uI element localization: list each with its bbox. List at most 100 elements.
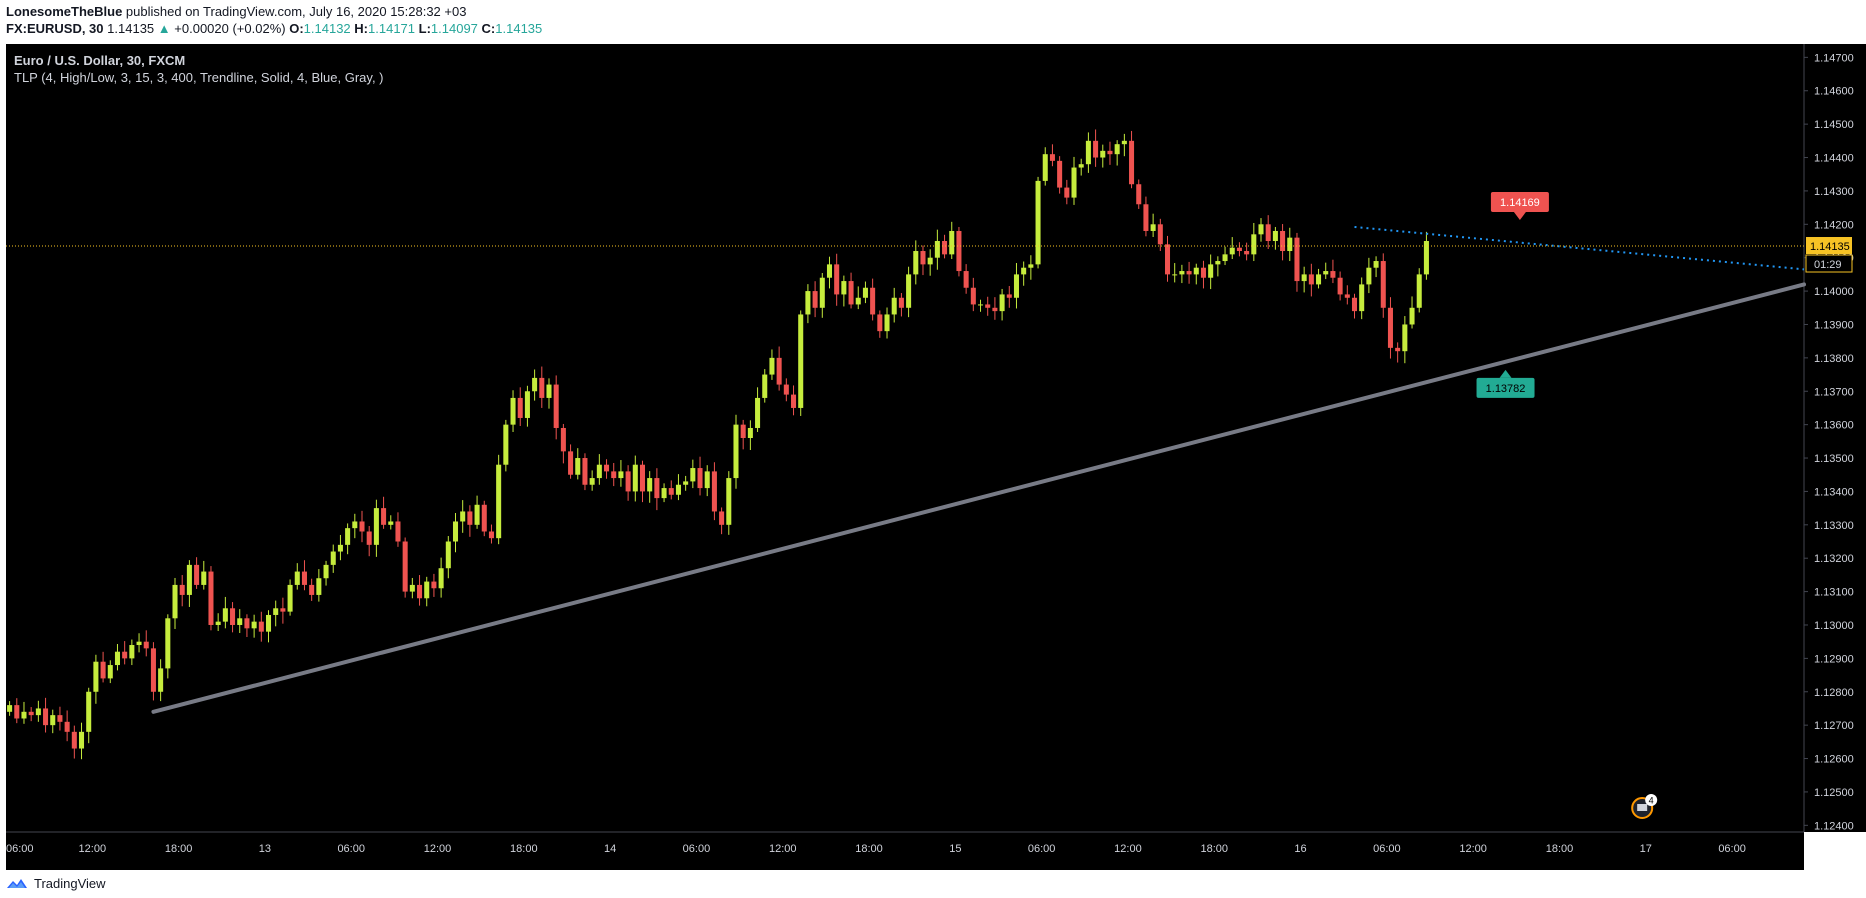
candle[interactable] [50,709,56,734]
candle[interactable] [136,633,142,653]
candle[interactable] [431,573,437,597]
candle[interactable] [963,264,969,294]
candle[interactable] [330,544,336,573]
candle[interactable] [1150,213,1156,237]
tradingview-logo-icon[interactable] [6,876,28,890]
candle[interactable] [86,687,92,744]
candle[interactable] [697,456,703,496]
candle[interactable] [114,644,120,671]
candle[interactable] [21,701,27,724]
candle[interactable] [769,349,775,380]
indicator-label[interactable]: TLP (4, High/Low, 3, 15, 3, 400, Trendli… [14,70,384,85]
candle[interactable] [747,420,753,451]
candle[interactable] [1035,176,1041,269]
candle[interactable] [445,536,451,579]
candle[interactable] [1402,316,1408,364]
candle[interactable] [826,256,833,289]
candle[interactable] [1316,268,1322,289]
candle[interactable] [1172,263,1178,283]
candle[interactable] [43,697,49,733]
candle[interactable] [891,287,897,323]
candle[interactable] [100,651,106,683]
candle[interactable] [287,579,293,616]
candle[interactable] [1157,218,1163,252]
candle[interactable] [93,654,99,704]
candle[interactable] [668,480,674,500]
candle[interactable] [1373,256,1379,278]
candle[interactable] [798,310,804,416]
candle[interactable] [675,474,681,501]
candle[interactable] [409,577,415,599]
candle[interactable] [611,462,617,487]
candle[interactable] [1308,263,1314,297]
candle[interactable] [783,378,789,402]
time-axis[interactable] [6,832,1804,870]
candle[interactable] [848,272,854,309]
footer-brand[interactable]: TradingView [34,875,106,891]
candle[interactable] [970,277,976,312]
candle[interactable] [172,577,178,629]
candle[interactable] [345,523,351,555]
symbol-label[interactable]: FX:EURUSD, 30 [6,21,104,36]
candle[interactable] [898,293,904,317]
candle[interactable] [985,296,991,316]
candle[interactable] [1236,242,1242,257]
candle[interactable] [690,459,696,489]
candle[interactable] [467,505,473,537]
candle[interactable] [71,725,77,759]
candle[interactable] [424,576,430,607]
candle[interactable] [632,455,638,502]
candle[interactable] [129,639,135,666]
candle[interactable] [438,557,444,598]
candle[interactable] [546,378,552,409]
candle[interactable] [201,560,207,590]
candle[interactable] [992,297,998,320]
candle[interactable] [625,465,631,501]
candle[interactable] [179,575,185,607]
candle[interactable] [711,462,717,521]
candle[interactable] [539,366,545,408]
candle[interactable] [942,234,948,259]
candle[interactable] [532,369,538,401]
candle[interactable] [460,500,466,533]
candle[interactable] [1085,132,1091,173]
candle[interactable] [1107,141,1113,165]
candle[interactable] [309,578,315,601]
candle[interactable] [316,569,322,602]
candle[interactable] [395,512,401,547]
candle[interactable] [273,600,279,627]
candle[interactable] [366,526,372,557]
candle[interactable] [503,419,509,472]
candle[interactable] [906,266,912,318]
candle[interactable] [417,575,423,606]
candle[interactable] [999,288,1005,321]
candle[interactable] [913,240,919,285]
candle[interactable] [1387,297,1393,359]
candle[interactable] [1337,271,1343,301]
candle[interactable] [884,307,890,339]
candle[interactable] [1409,296,1415,329]
candle[interactable] [28,707,34,722]
candle[interactable] [870,278,876,321]
candle[interactable] [1208,254,1214,290]
author-name[interactable]: LonesomeTheBlue [6,4,123,19]
candle[interactable] [819,272,825,318]
candle[interactable] [294,563,300,590]
candle[interactable] [1057,156,1063,194]
candle[interactable] [194,557,200,589]
candle[interactable] [388,515,394,530]
candle[interactable] [1143,196,1149,237]
candle[interactable] [1028,255,1034,280]
candle[interactable] [654,468,660,511]
candle[interactable] [862,281,868,304]
candle[interactable] [165,614,171,679]
candle[interactable] [150,642,156,701]
candle[interactable] [1416,268,1422,313]
candle[interactable] [14,698,20,724]
candle[interactable] [1344,285,1350,305]
candle[interactable] [1215,256,1221,277]
candle[interactable] [237,609,243,633]
candle[interactable] [352,513,358,539]
candle[interactable] [1179,264,1185,284]
